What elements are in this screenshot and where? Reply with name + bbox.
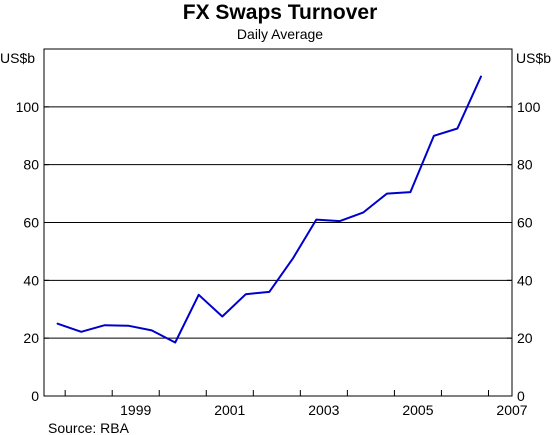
y-tick-label-left: 100 [16, 99, 40, 115]
right-axis-unit: US$b [516, 50, 551, 66]
y-tick-label-right: 40 [517, 272, 533, 288]
y-tick-label-left: 80 [23, 157, 39, 173]
x-tick-label: 2003 [308, 402, 339, 418]
y-tick-label-left: 40 [23, 272, 39, 288]
y-tick-label-left: 20 [23, 330, 39, 346]
plot-frame [43, 48, 513, 397]
x-tick-label: 2001 [214, 402, 245, 418]
y-tick-label-right: 100 [517, 99, 541, 115]
source-note: Source: RBA [48, 420, 130, 435]
series-layer [56, 75, 482, 344]
chart-title: FX Swaps Turnover [183, 1, 378, 24]
y-tick-label-right: 80 [517, 157, 533, 173]
x-tick-label: 1999 [120, 402, 151, 418]
y-tick-label-left: 0 [31, 388, 39, 404]
y-tick-label-right: 60 [517, 215, 533, 231]
x-tick-label: 2005 [402, 402, 433, 418]
right-y-axis: 0 20 40 60 80 100 [507, 99, 541, 404]
gridlines [44, 106, 512, 339]
x-tick-label: 2007 [496, 402, 527, 418]
left-axis-unit: US$b [0, 50, 35, 66]
y-tick-label-right: 0 [517, 388, 525, 404]
y-tick-label-right: 20 [517, 330, 533, 346]
left-y-axis: 0 20 40 60 80 100 [16, 99, 49, 404]
series-line [56, 75, 482, 344]
x-axis: 1999 2001 2003 2005 2007 [64, 390, 528, 418]
y-tick-label-left: 60 [23, 215, 39, 231]
chart-subtitle: Daily Average [237, 26, 323, 42]
